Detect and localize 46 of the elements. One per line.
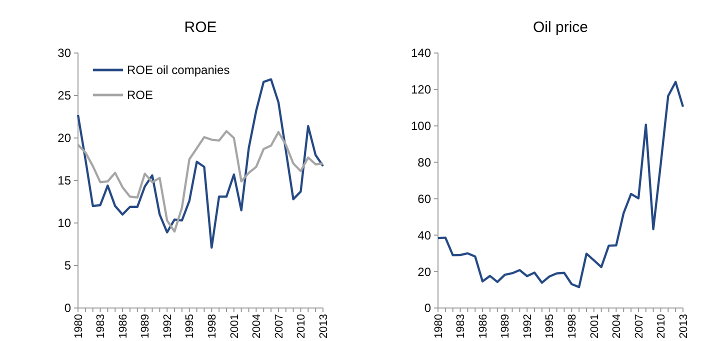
x-tick-label: 1986 [117, 314, 130, 338]
x-tick-label: 2007 [633, 314, 646, 338]
y-tick-label: 80 [418, 155, 432, 170]
x-tick-label: 2010 [296, 314, 308, 338]
x-tick-label: 2013 [678, 314, 690, 338]
x-tick-label: 1995 [544, 314, 556, 338]
x-tick-label: 2001 [228, 314, 241, 338]
y-tick-label: 10 [58, 216, 72, 230]
x-tick-label: 1989 [500, 314, 512, 338]
x-tick-label: 1980 [432, 314, 445, 338]
line-series [436, 80, 684, 288]
y-tick-label: 0 [64, 301, 72, 316]
y-tick-label: 15 [58, 174, 72, 188]
y-tick-label: 20 [418, 264, 432, 279]
y-tick-label: 30 [58, 46, 72, 60]
chart-title: Oil price [532, 19, 588, 36]
x-tick-label: 1986 [477, 314, 490, 338]
line-series [76, 78, 324, 249]
y-tick-label: 60 [418, 192, 432, 206]
x-tick-label: 2004 [611, 314, 624, 338]
x-tick-label: 1995 [184, 314, 196, 338]
y-tick-label: 120 [410, 82, 432, 97]
chart-title: ROE [184, 19, 217, 36]
y-tick-label: 100 [410, 119, 432, 134]
x-tick-label: 2013 [318, 314, 330, 338]
x-tick-label: 1989 [140, 314, 152, 338]
y-tick-label: 0 [424, 301, 432, 316]
y-tick-label: 140 [410, 46, 432, 60]
x-tick-label: 2010 [656, 314, 668, 338]
x-tick-label: 2004 [251, 314, 264, 338]
y-tick-label: 20 [58, 131, 72, 146]
x-tick-label: 1983 [455, 314, 468, 338]
line-series [76, 130, 324, 233]
x-tick-label: 1992 [522, 314, 534, 338]
x-tick-label: 1980 [72, 314, 85, 338]
y-tick-label: 25 [58, 88, 72, 103]
x-tick-label: 2001 [588, 314, 601, 338]
x-tick-label: 1998 [566, 314, 578, 338]
y-tick-label: 40 [418, 228, 432, 242]
x-tick-label: 1992 [162, 314, 174, 338]
y-tick-label: 5 [64, 258, 72, 273]
x-tick-label: 1983 [95, 314, 108, 338]
x-tick-label: 1998 [206, 314, 218, 338]
legend-label: ROE oil companies [127, 63, 230, 78]
x-tick-label: 2007 [273, 314, 286, 338]
legend-label: ROE [127, 88, 154, 102]
